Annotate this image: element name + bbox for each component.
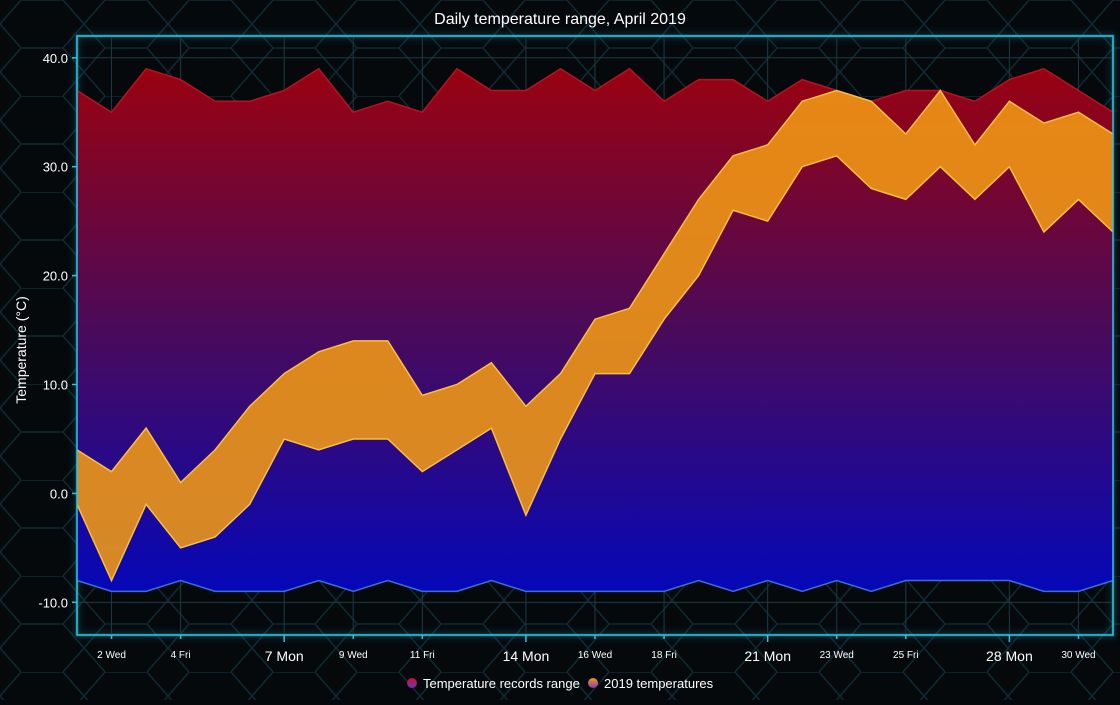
chart-title: Daily temperature range, April 2019 bbox=[434, 11, 686, 28]
temps-2019-area bbox=[77, 90, 1113, 581]
x-tick-label: 9 Wed bbox=[339, 650, 368, 661]
legend[interactable]: Temperature records range 2019 temperatu… bbox=[407, 676, 714, 691]
x-tick-label: 11 Fri bbox=[410, 650, 435, 661]
x-tick-label: 7 Mon bbox=[265, 648, 304, 664]
legend-label-2019: 2019 temperatures bbox=[604, 676, 714, 691]
y-tick-label: 0.0 bbox=[50, 486, 68, 501]
plot-frame bbox=[76, 35, 1114, 636]
x-tick-label: 25 Fri bbox=[893, 650, 919, 661]
x-tick-label: 14 Mon bbox=[503, 648, 550, 664]
x-tick-label: 4 Fri bbox=[171, 650, 191, 661]
temps-2019-high-line bbox=[76, 89, 1114, 484]
x-tick-label: 21 Mon bbox=[744, 648, 791, 664]
legend-marker-records bbox=[407, 678, 417, 688]
x-tick-label: 18 Fri bbox=[651, 650, 677, 661]
legend-marker-2019 bbox=[588, 678, 598, 688]
temps-2019-low-line bbox=[76, 154, 1114, 583]
x-tick-label: 23 Wed bbox=[820, 650, 854, 661]
y-tick-label: -10.0 bbox=[38, 595, 68, 610]
x-tick-label: 16 Wed bbox=[578, 650, 612, 661]
legend-label-records: Temperature records range bbox=[423, 676, 580, 691]
x-tick-label: 2 Wed bbox=[97, 650, 126, 661]
x-tick-label: 30 Wed bbox=[1061, 650, 1095, 661]
y-tick-label: 20.0 bbox=[43, 269, 68, 284]
x-tick-label: 28 Mon bbox=[986, 648, 1033, 664]
legend-item-2019[interactable]: 2019 temperatures bbox=[588, 676, 714, 691]
y-tick-label: 30.0 bbox=[43, 160, 68, 175]
y-axis-label: Temperature (°C) bbox=[13, 296, 29, 404]
y-tick-label: 40.0 bbox=[43, 51, 68, 66]
legend-item-records[interactable]: Temperature records range bbox=[407, 676, 580, 691]
records-low-line bbox=[76, 579, 1114, 593]
series-layer bbox=[76, 67, 1114, 593]
y-axis-ticks: 40.0 30.0 20.0 10.0 0.0 -10.0 bbox=[38, 51, 77, 610]
x-axis-ticks: 2 Wed 4 Fri 7 Mon 9 Wed 11 Fri 14 Mon 16 Wed 18… bbox=[97, 635, 1096, 664]
y-tick-label: 10.0 bbox=[43, 378, 68, 393]
